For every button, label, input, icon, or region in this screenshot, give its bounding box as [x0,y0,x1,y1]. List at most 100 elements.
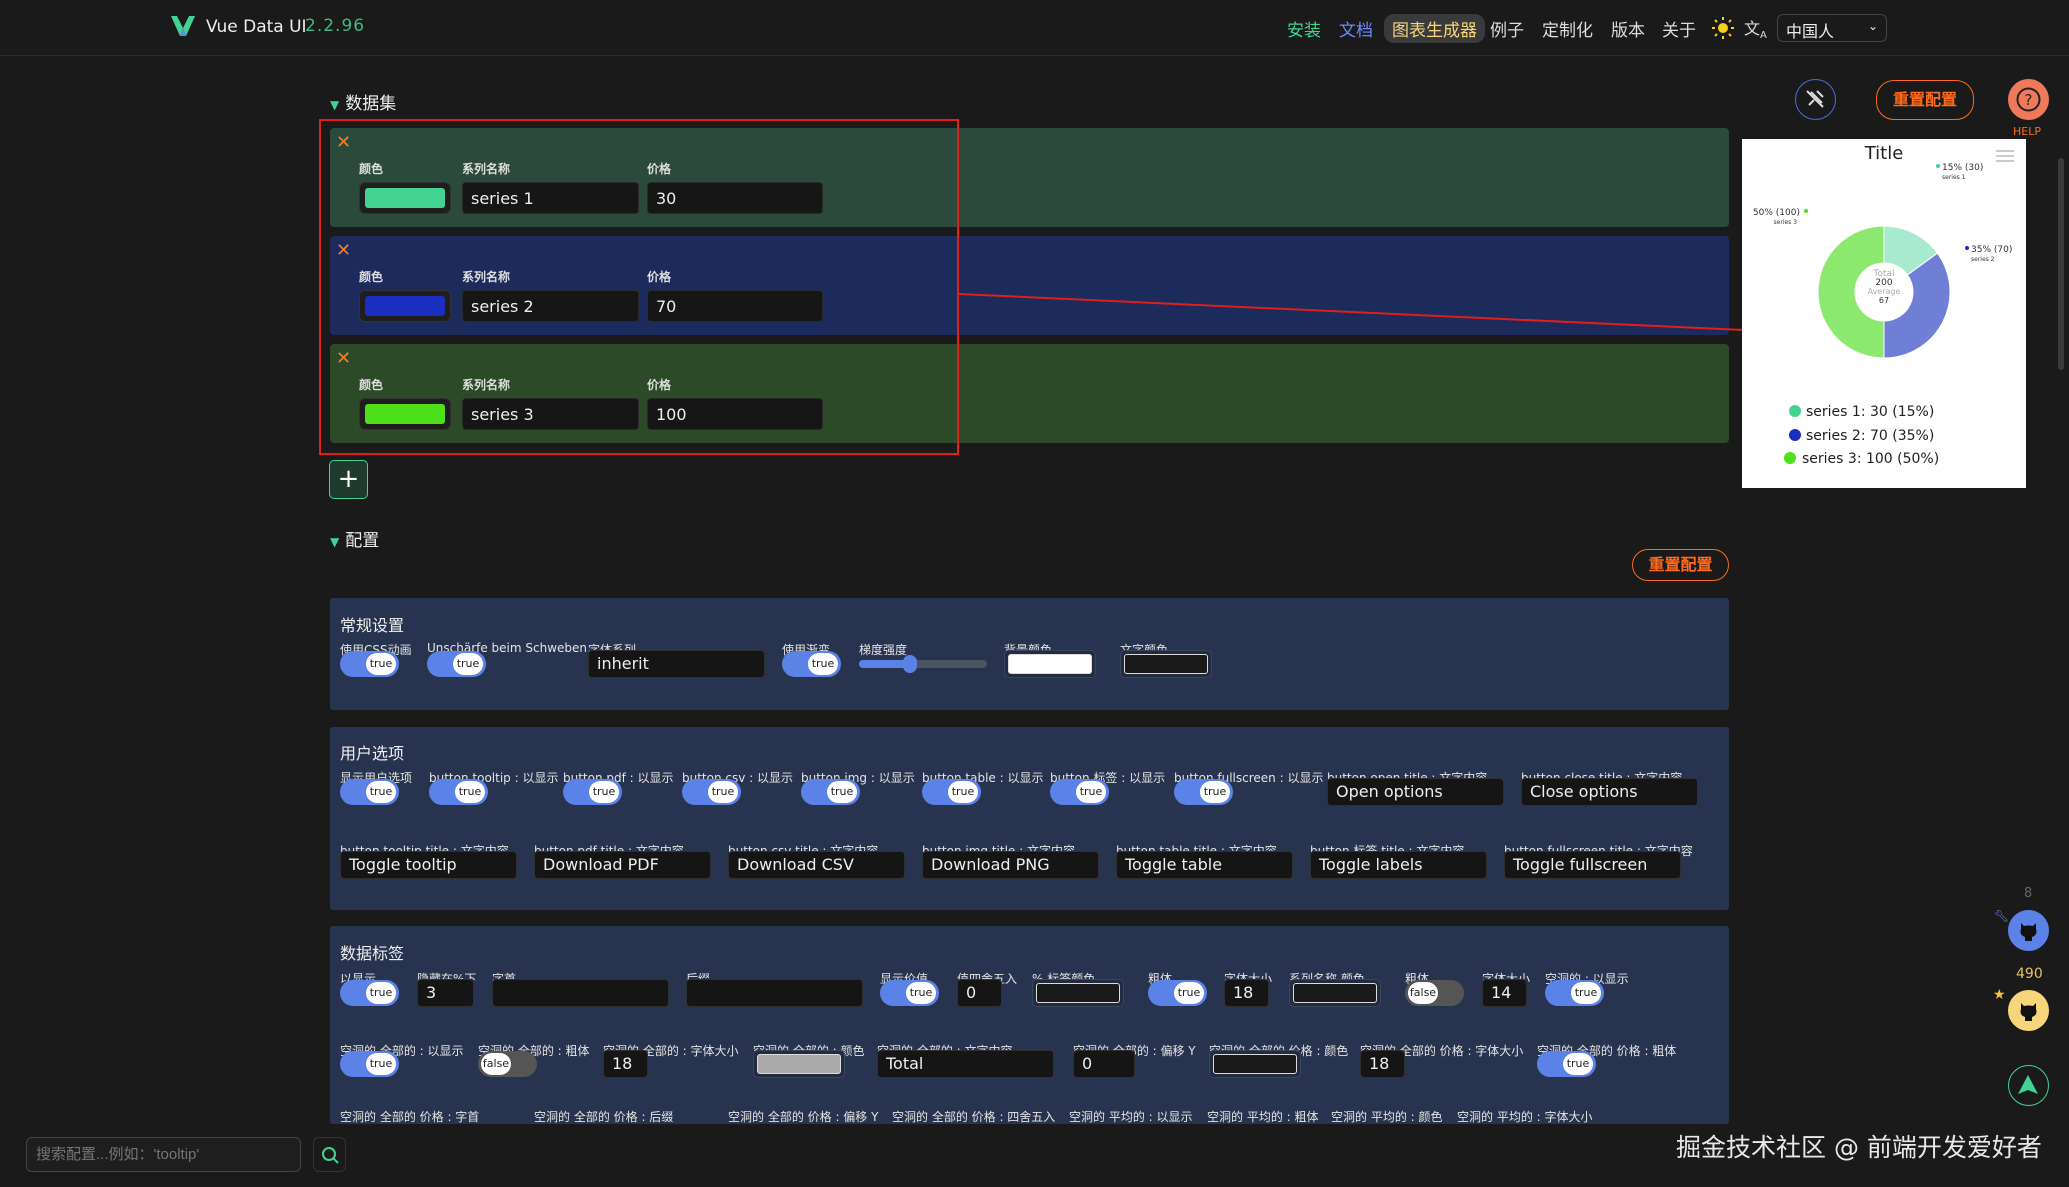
toggle-switch[interactable]: true [801,779,860,805]
series-name-input[interactable]: series 2 [462,290,639,322]
text-input[interactable]: 14 [1482,979,1527,1007]
text-input[interactable]: 18 [1360,1050,1405,1078]
text-input[interactable]: 0 [957,979,1002,1007]
text-input[interactable]: Toggle fullscreen [1504,851,1681,879]
text-input[interactable]: Toggle tooltip [340,851,517,879]
text-input[interactable]: inherit [588,650,765,678]
color-picker[interactable] [1289,979,1381,1007]
github-issues-button[interactable] [2008,910,2049,951]
text-input[interactable]: Download PNG [922,851,1099,879]
color-picker[interactable] [1032,979,1124,1007]
hollow-average: 67 [1879,296,1889,305]
series-color-picker[interactable] [359,182,451,214]
nav-chart-builder[interactable]: 图表生成器 [1384,14,1485,43]
nav-examples[interactable]: 例子 [1490,21,1524,41]
text-input[interactable]: 3 [417,979,474,1007]
legend-marker[interactable] [1789,405,1801,417]
series-color-picker[interactable] [359,398,451,430]
toggle-switch[interactable]: true [563,779,622,805]
delete-series-icon[interactable]: ✕ [336,348,352,369]
series-name-input[interactable]: series 3 [462,398,639,430]
toggle-switch[interactable]: true [922,779,981,805]
nav-about[interactable]: 关于 [1662,21,1696,41]
brand-name[interactable]: Vue Data UI [206,17,307,37]
toggle-switch[interactable]: true [1174,779,1233,805]
config-search-input[interactable] [26,1137,301,1172]
hollow-total: 200 [1875,278,1892,288]
legend-item[interactable]: series 3: 100 (50%) [1802,451,1939,467]
text-input[interactable]: Close options [1521,778,1698,806]
series-value-input[interactable]: 100 [647,398,823,430]
text-input[interactable]: 18 [603,1050,648,1078]
legend-item[interactable]: series 2: 70 (35%) [1806,428,1934,444]
series-value-input[interactable]: 70 [647,290,823,322]
color-picker[interactable] [1209,1050,1301,1078]
github-star-button[interactable] [2008,990,2049,1031]
series-name-input[interactable]: series 1 [462,182,639,214]
toggle-switch[interactable]: true [340,651,399,677]
preview-reset-button[interactable]: 重置配置 [1876,80,1974,120]
translate-icon[interactable]: 文A [1744,19,1767,42]
text-input[interactable]: Download CSV [728,851,905,879]
series-color-picker[interactable] [359,290,451,322]
toggle-switch[interactable]: true [427,651,486,677]
text-input[interactable]: Toggle table [1116,851,1293,879]
toggle-switch[interactable]: true [340,1051,399,1077]
dataset-row: ✕ 颜色 系列名称 价格 series 2 70 [330,236,1729,335]
toggle-switch[interactable]: true [782,651,841,677]
sun-icon[interactable] [1712,17,1734,39]
scroll-top-button[interactable] [2008,1065,2049,1106]
color-picker[interactable] [1004,650,1096,678]
nav-install[interactable]: 安装 [1287,21,1321,41]
series-value-input[interactable]: 30 [647,182,823,214]
toggle-switch[interactable]: true [340,980,399,1006]
text-input[interactable]: Download PDF [534,851,711,879]
color-picker[interactable] [753,1050,845,1078]
toggle-switch[interactable]: true [429,779,488,805]
text-input[interactable]: 0 [1073,1050,1135,1078]
text-input[interactable]: Toggle labels [1310,851,1487,879]
legend-item[interactable]: series 1: 30 (15%) [1806,404,1934,420]
config-section-toggle[interactable]: ▼ 配置 [330,526,379,551]
add-series-button[interactable]: + [329,460,368,499]
legend-marker[interactable] [1784,452,1796,464]
toggle-switch[interactable]: true [340,779,399,805]
toggle-switch[interactable]: true [1545,980,1604,1006]
text-input[interactable]: 18 [1224,979,1269,1007]
vue-data-ui-logo[interactable] [170,14,196,38]
gradient-intensity-slider[interactable] [859,655,987,673]
toggle-switch[interactable]: true [880,980,939,1006]
toggle-value: true [827,781,857,803]
text-input[interactable] [686,979,863,1007]
search-button[interactable] [313,1137,346,1172]
text-input[interactable] [492,979,669,1007]
color-picker[interactable] [1120,650,1212,678]
dataset-section-toggle[interactable]: ▼ 数据集 [330,89,396,114]
slice-name-label: series 3 [1774,219,1798,226]
toggle-switch[interactable]: false [478,1051,537,1077]
delete-series-icon[interactable]: ✕ [336,240,352,261]
help-button[interactable]: ? [2008,79,2049,120]
donut-chart-svg: Title 15% (30)series 1 35% (70)series 2 50%… [1753,143,2014,467]
donut-slice[interactable] [1883,252,1951,359]
unpin-preview-button[interactable] [1795,79,1836,120]
nav-docs[interactable]: 文档 [1339,21,1373,41]
toggle-switch[interactable]: true [1050,779,1109,805]
delete-series-icon[interactable]: ✕ [336,132,352,153]
toggle-switch[interactable]: true [1148,980,1207,1006]
scrollbar[interactable] [2058,158,2064,370]
toggle-switch[interactable]: true [682,779,741,805]
donut-slice[interactable] [1817,225,1885,359]
toggle-value: true [1174,982,1204,1004]
text-input[interactable]: Total [877,1050,1054,1078]
toggle-switch[interactable]: false [1405,980,1464,1006]
legend-marker[interactable] [1789,429,1801,441]
nav-versions[interactable]: 版本 [1611,21,1645,41]
nav-customization[interactable]: 定制化 [1542,21,1593,41]
toggle-switch[interactable]: true [1537,1051,1596,1077]
slider-thumb[interactable] [903,655,918,673]
language-select[interactable]: 中国人 ⌄ [1777,14,1887,42]
reset-config-button[interactable]: 重置配置 [1632,549,1729,581]
chart-menu-icon[interactable] [1996,150,2014,162]
text-input[interactable]: Open options [1327,778,1504,806]
